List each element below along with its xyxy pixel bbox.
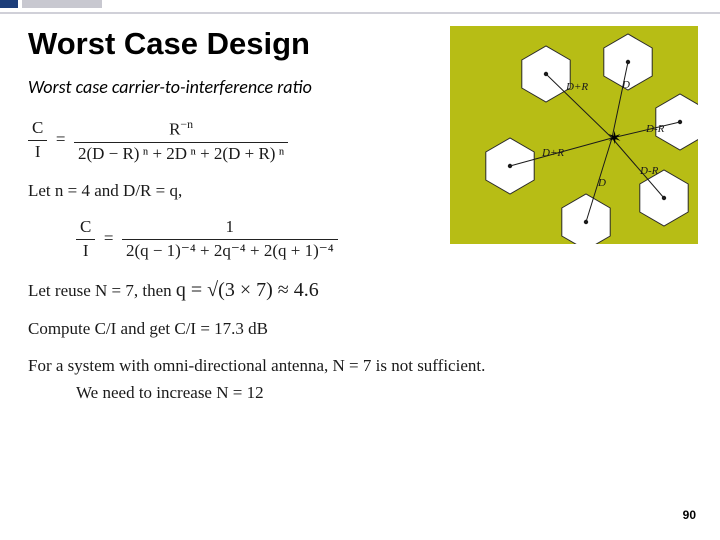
hex-svg: D+R D D-R D-R D D+R ✶ xyxy=(450,26,698,244)
accent-gray-bar xyxy=(22,0,102,8)
distance-label: D+R xyxy=(541,147,564,159)
distance-label: D-R xyxy=(639,165,659,177)
hex-cell xyxy=(656,94,698,150)
eq2-rhs-den: 2(q − 1)⁻⁴ + 2q⁻⁴ + 2(q + 1)⁻⁴ xyxy=(122,239,338,263)
hex-cell xyxy=(562,194,610,244)
reuse-line: Let reuse N = 7, then q = √(3 × 7) ≈ 4.6 xyxy=(28,277,700,304)
hex-diagram: D+R D D-R D-R D D+R ✶ xyxy=(450,26,698,244)
page-number: 90 xyxy=(683,508,696,522)
eq2-lhs-num: C xyxy=(76,216,95,239)
eq1-rhs-den: 2(D − R) ⁿ + 2D ⁿ + 2(D + R) ⁿ xyxy=(74,142,288,166)
conclusion-2: We need to increase N = 12 xyxy=(76,382,700,405)
distance-label: D-R xyxy=(645,123,665,135)
compute-line: Compute C/I and get C/I = 17.3 dB xyxy=(28,318,700,341)
eq2-lhs-den: I xyxy=(76,239,95,263)
distance-label: D+R xyxy=(565,81,588,93)
conclusion-1: For a system with omni-directional anten… xyxy=(28,355,700,378)
eq2-rhs-num: 1 xyxy=(122,216,338,239)
header-rule xyxy=(0,12,720,14)
center-star-icon: ✶ xyxy=(607,128,622,148)
distance-label: D xyxy=(621,79,630,91)
eq1-lhs-den: I xyxy=(28,140,47,164)
eq1-lhs-num: C xyxy=(28,117,47,140)
accent-square xyxy=(0,0,18,8)
distance-label: D xyxy=(597,177,606,189)
eq1-rhs-num: R−n xyxy=(74,116,288,142)
